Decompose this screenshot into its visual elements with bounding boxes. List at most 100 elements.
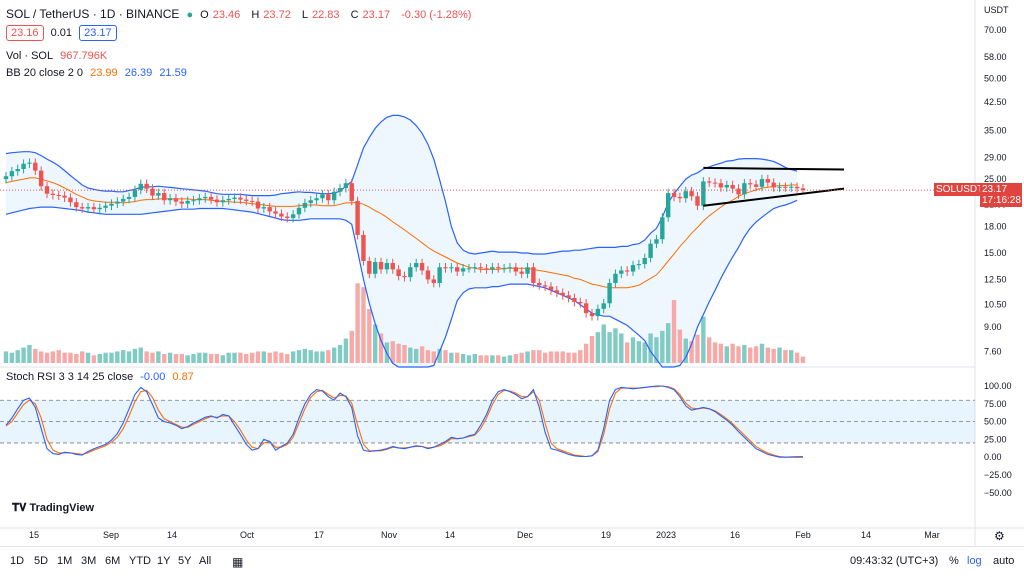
candle (542, 281, 548, 291)
volume-bar (279, 352, 284, 363)
candle-body (460, 268, 466, 272)
candle-body (21, 163, 26, 170)
volume-bar (648, 333, 653, 363)
candle (121, 194, 126, 206)
volume-bar (103, 352, 108, 363)
timeframe-ytd[interactable]: YTD (129, 555, 151, 567)
candle-body (613, 273, 618, 283)
candle (736, 184, 741, 199)
timeframe-all[interactable]: All (199, 555, 212, 567)
sell-button[interactable]: 23.16 (6, 25, 44, 41)
candle-body (390, 263, 395, 270)
candle (115, 197, 120, 209)
candle-body (185, 200, 190, 204)
clock[interactable]: 09:43:32 (UTC+3) (850, 555, 939, 567)
candle-body (490, 267, 495, 270)
volume-bar (695, 334, 700, 363)
candle-body (273, 211, 278, 214)
candle-body (660, 217, 665, 240)
candle (554, 285, 560, 298)
candle-body (173, 198, 179, 202)
volume-bar (115, 351, 120, 363)
volume-bar (138, 347, 143, 363)
volume-bar (126, 351, 132, 363)
candle-body (636, 264, 642, 266)
volume-bar (718, 343, 724, 363)
buy-button[interactable]: 23.17 (79, 25, 117, 41)
volume-bar (771, 348, 776, 363)
close-label: C (350, 9, 359, 21)
volume-bar (162, 354, 167, 363)
candle-body (361, 234, 366, 261)
volume-bar (132, 348, 138, 363)
candle (156, 188, 161, 201)
volume-bar (214, 354, 220, 363)
volume-bar (496, 355, 501, 363)
volume-bar (173, 354, 179, 363)
timeframe-6m[interactable]: 6M (105, 555, 121, 567)
stoch-d-value: 0.87 (172, 371, 194, 383)
candle (62, 191, 67, 202)
candle-body (314, 198, 319, 201)
timeframe-3m[interactable]: 3M (81, 555, 97, 567)
bb-basis-line (5, 177, 798, 289)
candle-body (144, 183, 149, 189)
candle (765, 174, 770, 188)
time-tick-label: Nov (381, 530, 398, 540)
volume-bar (431, 351, 436, 363)
candle (97, 203, 102, 214)
candle (695, 191, 700, 211)
trendline-upper (703, 166, 844, 171)
stoch-k-value: -0.00 (140, 371, 166, 383)
candle-body (308, 200, 313, 203)
timeframe-1y[interactable]: 1Y (157, 555, 171, 567)
timeframe-1d[interactable]: 1D (10, 555, 25, 567)
candle-body (38, 170, 44, 187)
timeframe-1m[interactable]: 1M (57, 555, 73, 567)
time-tick-label: Oct (240, 530, 255, 540)
volume-bar (372, 324, 378, 363)
candle (665, 188, 671, 222)
candle (501, 264, 507, 273)
candle (525, 262, 530, 279)
high-label: H (251, 9, 260, 21)
stoch-rsi-legend[interactable]: Stoch RSI 3 3 14 25 close -0.00 0.87 (6, 371, 198, 383)
volume-bar (337, 345, 343, 363)
volume-bar (794, 352, 800, 363)
tradingview-logo[interactable]: 𝐓𝐕 TradingView (8, 500, 99, 517)
candle (79, 202, 85, 213)
price-tick-label: 7.60 (984, 346, 1002, 356)
volume-bar (50, 351, 56, 363)
volume-bar (677, 329, 683, 363)
open-label: O (200, 9, 209, 21)
timeframe-5y[interactable]: 5Y (178, 555, 192, 567)
candle-body (355, 200, 360, 235)
candle (619, 266, 624, 279)
candle (355, 196, 360, 240)
symbol-title[interactable]: SOL / TetherUS · 1D · BINANCE (6, 7, 180, 21)
volume-bar (9, 352, 15, 363)
volume-bar (408, 347, 413, 363)
percent-toggle[interactable]: % (949, 555, 959, 567)
timeframe-5d[interactable]: 5D (34, 555, 49, 567)
volume-bar (302, 348, 308, 363)
candle-body (748, 183, 753, 185)
date-range-icon[interactable]: ▦ (232, 555, 244, 569)
last-price-value: 23.17 (982, 184, 1008, 195)
volume-bar (572, 352, 577, 363)
candle (261, 202, 267, 213)
candle (560, 288, 565, 300)
bollinger-legend[interactable]: BB 20 close 2 0 23.99 26.39 21.59 (6, 67, 191, 79)
candle (349, 178, 354, 206)
volume-bar (437, 348, 442, 363)
auto-toggle[interactable]: auto (993, 555, 1015, 567)
candle-body (220, 200, 226, 203)
volume-bar (660, 330, 665, 363)
volume-legend[interactable]: Vol · SOL 967.796K (6, 50, 111, 62)
volume-bar (203, 352, 208, 363)
candle-body (789, 186, 794, 188)
time-tick-label: Sep (103, 530, 119, 540)
log-toggle[interactable]: log (967, 555, 982, 567)
candle-body (121, 198, 126, 202)
